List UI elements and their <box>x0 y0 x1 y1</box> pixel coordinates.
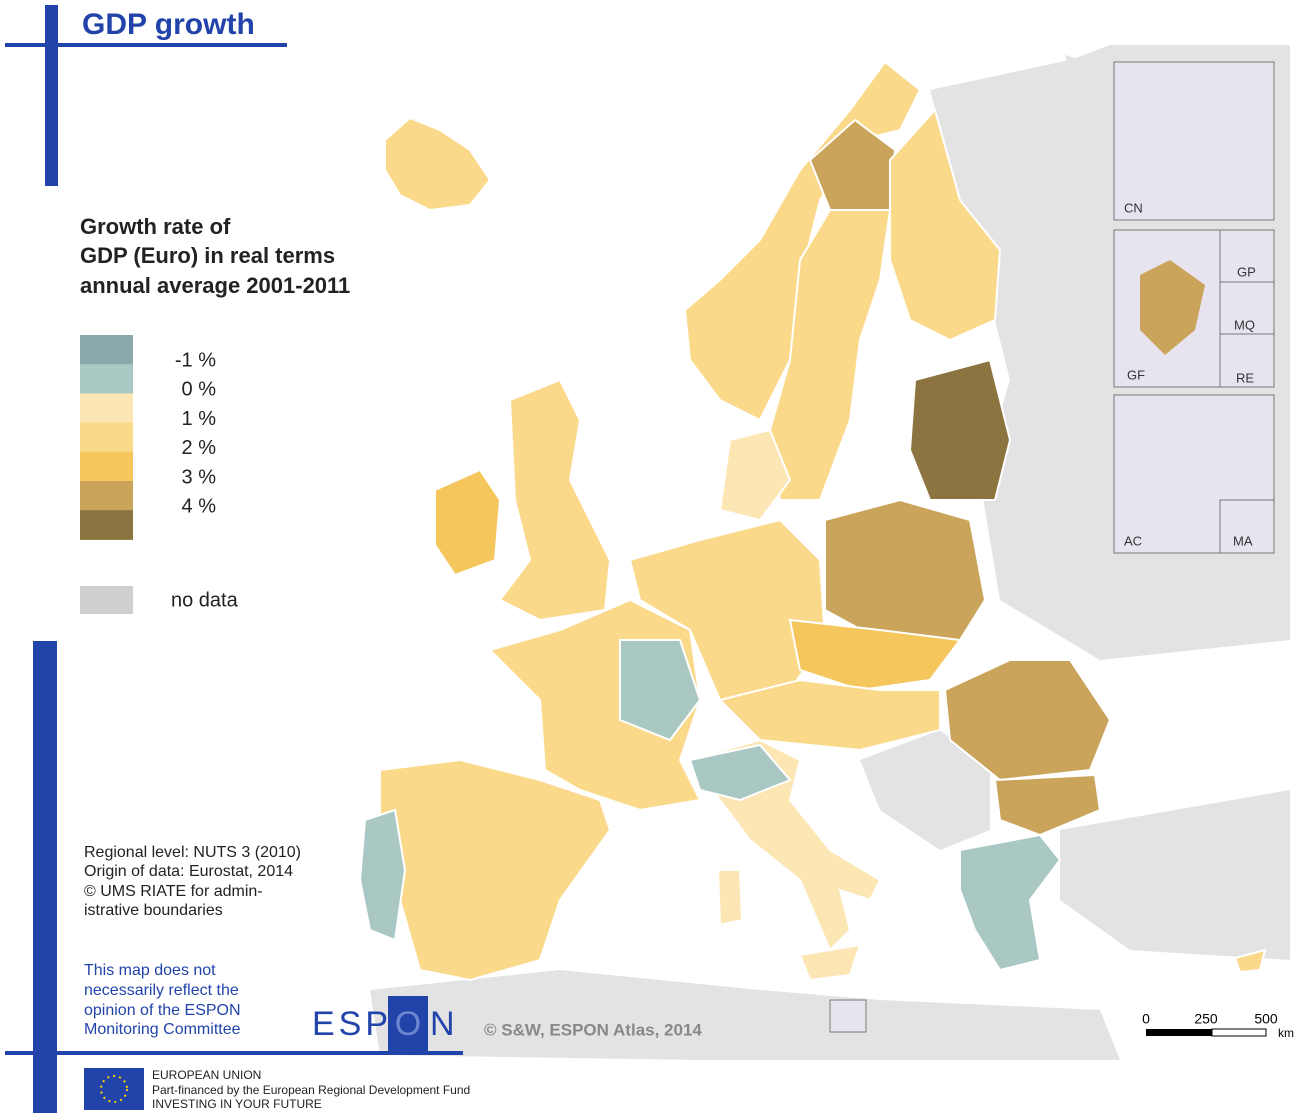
spain <box>380 760 610 980</box>
baltics <box>910 360 1010 500</box>
legend-swatch <box>80 452 133 482</box>
disclaimer-line: Monitoring Committee <box>84 1021 241 1038</box>
legend-label: 3 % <box>182 466 217 488</box>
footer-line: INVESTING IN YOUR FUTURE <box>152 1097 322 1111</box>
inset-label: GP <box>1237 264 1256 279</box>
map-sheet: CN GP MQ GF RE AC MA GDP growth Growth r… <box>0 0 1295 1113</box>
inset-label: MQ <box>1234 317 1255 332</box>
disclaimer-line: necessarily reflect the <box>84 982 239 999</box>
note-line: istrative boundaries <box>84 902 223 919</box>
legend-swatch <box>80 423 133 453</box>
legend-swatch <box>80 393 133 423</box>
inset-label: AC <box>1124 533 1142 548</box>
poland <box>825 500 985 640</box>
scale-bar: 0 250 500 km <box>1142 1011 1294 1040</box>
footer: EUROPEAN UNION Part-financed by the Euro… <box>152 1068 470 1111</box>
note-line: Regional level: NUTS 3 (2010) <box>84 844 301 861</box>
no-data-swatch <box>80 586 133 614</box>
legend-swatch <box>80 481 133 511</box>
legend-label: 2 % <box>182 437 217 459</box>
note-line: Origin of data: Eurostat, 2014 <box>84 863 293 880</box>
no-data-label: no data <box>171 589 239 611</box>
frame-bar <box>45 5 58 186</box>
legend-label: 4 % <box>182 495 217 517</box>
legend: Growth rate of GDP (Euro) in real terms … <box>80 214 350 614</box>
uk <box>500 380 610 620</box>
legend-title: GDP (Euro) in real terms <box>80 243 335 268</box>
legend-swatch <box>80 335 133 365</box>
logo-text: ESP <box>312 1005 392 1043</box>
greece <box>960 835 1060 970</box>
legend-title: Growth rate of <box>80 214 231 239</box>
logo-text: N <box>430 1005 455 1043</box>
title: GDP growth <box>82 8 255 41</box>
scale-label: 500 <box>1254 1011 1278 1027</box>
notes: Regional level: NUTS 3 (2010) Origin of … <box>84 844 301 919</box>
footer-line: Part-financed by the European Regional D… <box>152 1083 470 1097</box>
legend-swatch <box>80 364 133 394</box>
legend-label: 0 % <box>182 379 217 401</box>
logo-text: O <box>395 1005 421 1043</box>
portugal <box>360 810 405 940</box>
scale-unit: km <box>1278 1026 1294 1040</box>
frame-line <box>5 43 287 47</box>
scale-label: 0 <box>1142 1011 1150 1027</box>
legend-label: -1 % <box>175 349 216 371</box>
scale-label: 250 <box>1194 1011 1218 1027</box>
inset-label: GF <box>1127 367 1145 382</box>
disclaimer-line: opinion of the ESPON <box>84 1002 241 1019</box>
sicily <box>800 945 860 980</box>
disclaimer: This map does not necessarily reflect th… <box>84 962 241 1038</box>
inset-label: RE <box>1236 370 1254 385</box>
ireland <box>435 470 500 575</box>
iceland <box>385 118 490 210</box>
frame-bar <box>33 641 57 1113</box>
legend-swatch <box>80 510 133 540</box>
sardinia <box>718 870 742 925</box>
legend-label: 1 % <box>182 408 217 430</box>
legend-title: annual average 2001-2011 <box>80 273 350 298</box>
inset-label: CN <box>1124 200 1143 215</box>
footer-line: EUROPEAN UNION <box>152 1068 261 1082</box>
disclaimer-line: This map does not <box>84 962 216 979</box>
page: CN GP MQ GF RE AC MA GDP growth Growth r… <box>0 0 1295 1113</box>
note-line: © UMS RIATE for admin- <box>84 883 263 900</box>
eu-flag <box>84 1068 144 1110</box>
copyright: © S&W, ESPON Atlas, 2014 <box>484 1020 702 1039</box>
inset-label: MA <box>1233 533 1253 548</box>
